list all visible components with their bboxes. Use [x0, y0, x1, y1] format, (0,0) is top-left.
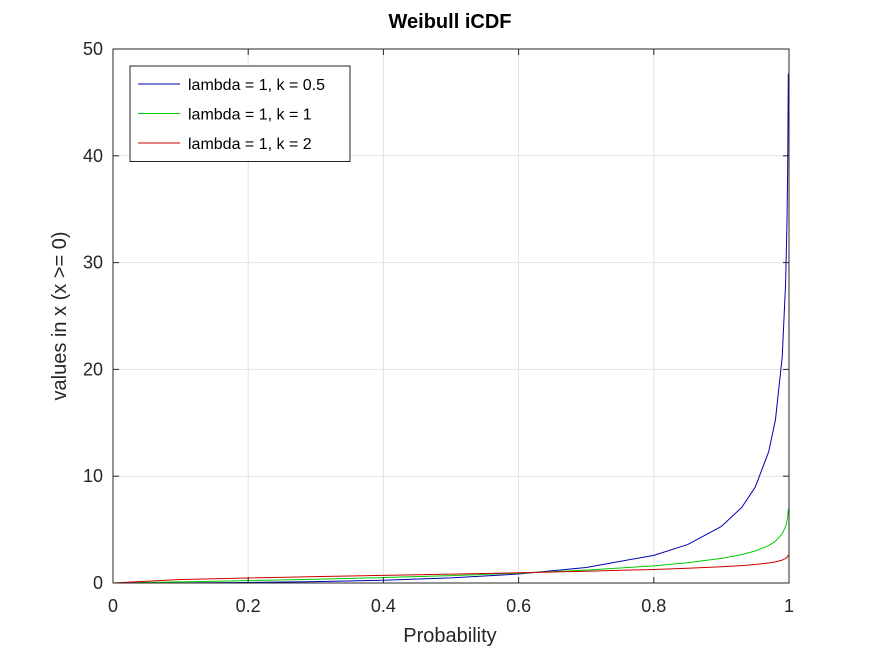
x-tick-label: 0 [108, 596, 118, 616]
x-tick-label: 1 [784, 596, 794, 616]
series-line-3 [112, 554, 789, 584]
legend-label: lambda = 1, k = 2 [188, 136, 312, 153]
chart-title: Weibull iCDF [389, 11, 512, 33]
x-axis-label: Probability [403, 625, 496, 647]
y-tick-label: 0 [93, 573, 103, 593]
legend: lambda = 1, k = 0.5 lambda = 1, k = 1 lamb… [129, 65, 351, 162]
legend-label: lambda = 1, k = 1 [188, 107, 312, 124]
x-tick-label: 0.2 [236, 596, 261, 616]
y-tick-label: 10 [83, 466, 103, 486]
y-tick-label: 20 [83, 359, 103, 379]
x-tick-label: 0.4 [371, 596, 396, 616]
x-tick-label: 0.6 [506, 596, 531, 616]
y-tick-label: 40 [83, 146, 103, 166]
x-tick-label: 0.8 [641, 596, 666, 616]
y-tick-label: 30 [83, 253, 103, 273]
legend-entry: lambda = 1, k = 0.5 [138, 77, 325, 94]
series-line-1 [112, 73, 789, 584]
legend-entry: lambda = 1, k = 1 [138, 107, 312, 124]
legend-label: lambda = 1, k = 0.5 [188, 77, 325, 94]
y-axis-label: values in x (x >= 0) [49, 232, 71, 401]
series-line-2 [112, 509, 789, 584]
y-tick-label: 50 [83, 39, 103, 59]
axes-box [112, 48, 790, 584]
series-layer [112, 73, 789, 584]
legend-entry: lambda = 1, k = 2 [138, 136, 312, 153]
